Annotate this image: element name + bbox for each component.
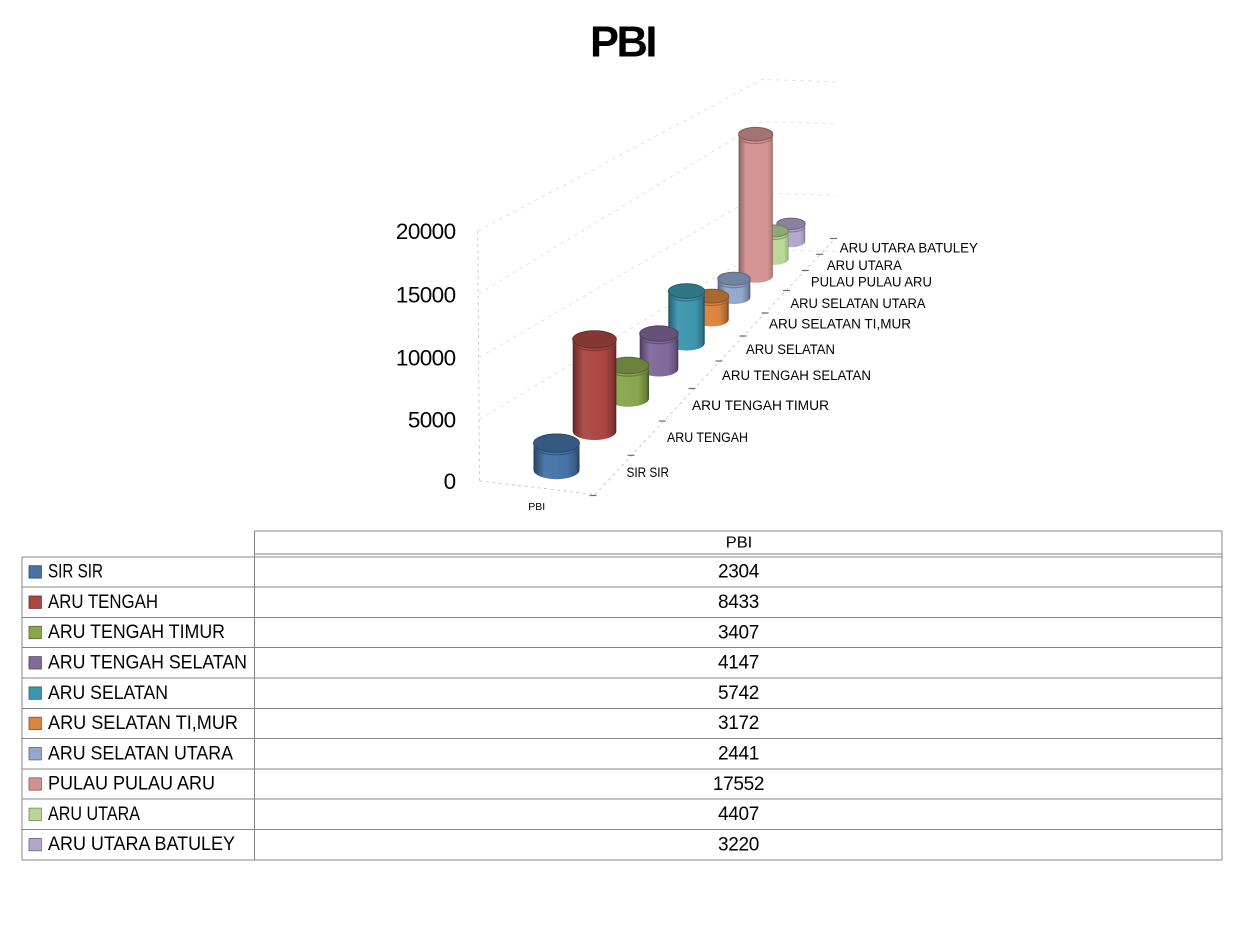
svg-text:PULAU PULAU ARU: PULAU PULAU ARU [811, 275, 932, 290]
svg-text:ARU SELATAN UTARA: ARU SELATAN UTARA [48, 743, 233, 764]
svg-text:ARU TENGAH TIMUR: ARU TENGAH TIMUR [692, 398, 829, 413]
svg-text:PULAU PULAU ARU: PULAU PULAU ARU [48, 774, 215, 795]
svg-text:ARU TENGAH SELATAN: ARU TENGAH SELATAN [48, 652, 247, 673]
svg-text:10000: 10000 [396, 346, 456, 371]
svg-text:ARU SELATAN TI,MUR: ARU SELATAN TI,MUR [769, 316, 911, 331]
svg-text:15000: 15000 [396, 283, 456, 308]
svg-text:3172: 3172 [718, 713, 759, 734]
svg-text:5000: 5000 [408, 408, 456, 433]
svg-text:PBI: PBI [528, 501, 545, 513]
svg-text:5742: 5742 [718, 683, 759, 704]
svg-text:ARU SELATAN TI,MUR: ARU SELATAN TI,MUR [48, 713, 238, 734]
svg-text:17552: 17552 [713, 774, 764, 795]
svg-text:4407: 4407 [718, 804, 759, 825]
svg-text:3407: 3407 [718, 622, 759, 643]
svg-text:ARU UTARA BATULEY: ARU UTARA BATULEY [48, 834, 235, 855]
svg-text:4147: 4147 [718, 653, 759, 674]
svg-text:ARU TENGAH TIMUR: ARU TENGAH TIMUR [48, 622, 225, 643]
svg-text:2441: 2441 [718, 744, 759, 765]
svg-text:8433: 8433 [718, 592, 759, 613]
svg-text:ARU TENGAH: ARU TENGAH [667, 430, 748, 445]
svg-text:ARU SELATAN: ARU SELATAN [746, 342, 835, 357]
svg-text:0: 0 [444, 469, 456, 494]
svg-text:SIR SIR: SIR SIR [48, 562, 103, 583]
svg-text:PBI: PBI [590, 19, 655, 67]
svg-text:SIR SIR: SIR SIR [627, 465, 670, 480]
svg-text:ARU UTARA: ARU UTARA [48, 804, 140, 825]
svg-text:3220: 3220 [718, 834, 759, 855]
svg-text:20000: 20000 [396, 219, 456, 244]
svg-text:ARU SELATAN: ARU SELATAN [48, 683, 168, 704]
svg-text:PBI: PBI [726, 535, 753, 552]
svg-text:ARU UTARA BATULEY: ARU UTARA BATULEY [840, 240, 978, 255]
svg-text:ARU UTARA: ARU UTARA [827, 258, 902, 273]
svg-text:ARU TENGAH SELATAN: ARU TENGAH SELATAN [722, 368, 871, 383]
svg-text:ARU TENGAH: ARU TENGAH [48, 592, 158, 613]
svg-text:2304: 2304 [718, 562, 760, 583]
svg-text:ARU SELATAN UTARA: ARU SELATAN UTARA [791, 296, 926, 311]
